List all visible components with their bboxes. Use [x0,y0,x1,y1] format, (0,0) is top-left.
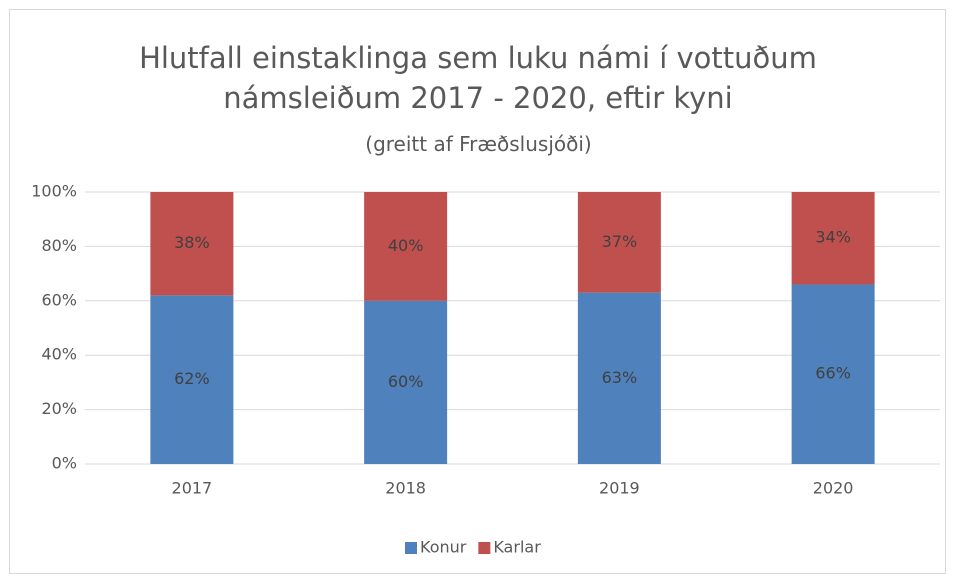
data-label: 40% [388,236,424,255]
data-label: 66% [815,364,851,383]
legend-label: Konur [420,538,467,557]
y-tick-label: 0% [52,454,77,473]
y-tick-label: 20% [41,399,77,418]
data-label: 34% [815,228,851,247]
x-tick-label: 2019 [599,479,640,498]
y-tick-label: 100% [31,182,77,201]
x-tick-label: 2017 [172,479,213,498]
legend-swatch [405,542,417,554]
legend-swatch [478,542,491,554]
data-label: 63% [602,368,638,387]
legend-label: Karlar [493,538,541,557]
data-label: 38% [174,233,210,252]
bar-segment [150,192,234,296]
x-tick-label: 2018 [385,479,426,498]
chart-subtitle: (greitt af Fræðslusjóði) [365,132,592,156]
bar-segment [791,192,875,285]
bar-segment [577,192,661,293]
bar-segment [791,284,875,464]
y-tick-label: 80% [41,236,77,255]
data-label: 60% [388,372,424,391]
data-label: 37% [602,232,638,251]
bar-segment [150,295,234,464]
chart-border [9,9,946,574]
x-tick-label: 2020 [813,479,854,498]
y-tick-label: 40% [41,345,77,364]
data-label: 62% [174,369,210,388]
bar-segment [364,192,448,301]
bar-segment [364,300,448,464]
y-tick-label: 60% [41,290,77,309]
chart-title: Hlutfall einstaklinga sem luku námi í vo… [139,41,817,115]
bar-segment [577,292,661,464]
